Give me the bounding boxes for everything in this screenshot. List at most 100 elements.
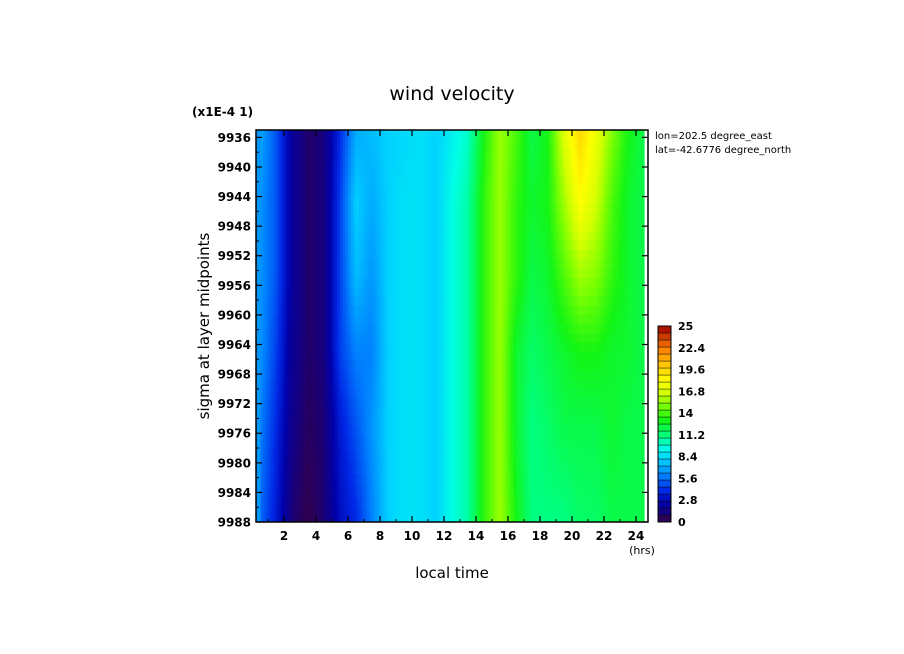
heatmap-cell [476, 222, 480, 233]
heatmap-cell [313, 296, 317, 307]
heatmap-cell [508, 139, 512, 150]
heatmap-cell [502, 388, 506, 399]
heatmap-cell [486, 222, 490, 233]
heatmap-cell [326, 250, 330, 261]
heatmap-cell [369, 370, 373, 381]
heatmap-cell [268, 148, 272, 159]
heatmap-cell [460, 333, 464, 344]
heatmap-cell [276, 130, 280, 140]
heatmap-cell [324, 176, 328, 187]
heatmap-cell [454, 407, 458, 418]
heatmap-cell [340, 437, 344, 451]
heatmap-cell [556, 203, 560, 214]
heatmap-cell [273, 497, 277, 511]
heatmap-cell [593, 416, 597, 427]
heatmap-cell [452, 407, 456, 418]
heatmap-cell [492, 268, 496, 279]
heatmap-cell [308, 250, 312, 261]
heatmap-cell [494, 231, 498, 242]
heatmap-cell [478, 185, 482, 196]
heatmap-cell [558, 416, 562, 427]
heatmap-cell [430, 388, 434, 399]
heatmap-cell [369, 416, 373, 427]
heatmap-cell [294, 388, 298, 399]
heatmap-cell [497, 351, 501, 362]
heatmap-cell [316, 305, 320, 316]
heatmap-cell [633, 176, 637, 187]
heatmap-cell [553, 250, 557, 261]
heatmap-cell [281, 437, 285, 451]
heatmap-cell [273, 166, 277, 177]
heatmap-cell [273, 437, 277, 451]
heatmap-cell [444, 240, 448, 251]
heatmap-cell [505, 185, 509, 196]
heatmap-cell [358, 203, 362, 214]
heatmap-cell [569, 361, 573, 371]
heatmap-cell [382, 277, 386, 288]
heatmap-cell [572, 407, 576, 418]
heatmap-cell [289, 379, 293, 390]
heatmap-cell [534, 398, 538, 408]
heatmap-cell [542, 250, 546, 261]
heatmap-cell [268, 388, 272, 399]
heatmap-cell [628, 148, 632, 159]
heatmap-cell [438, 324, 442, 334]
heatmap-cell [524, 379, 528, 390]
heatmap-cell [270, 333, 274, 344]
heatmap-cell [396, 139, 400, 150]
heatmap-cell [633, 296, 637, 307]
heatmap-cell [430, 240, 434, 251]
heatmap-cell [332, 240, 336, 251]
heatmap-cell [569, 250, 573, 261]
heatmap-cell [417, 416, 421, 427]
heatmap-cell [382, 203, 386, 214]
heatmap-cell [553, 305, 557, 316]
heatmap-cell [414, 231, 418, 242]
heatmap-cell [350, 361, 354, 371]
heatmap-cell [494, 213, 498, 224]
heatmap-cell [473, 351, 477, 362]
heatmap-cell [614, 166, 618, 177]
heatmap-cell [297, 148, 301, 159]
heatmap-cell [310, 361, 314, 371]
heatmap-cell [620, 148, 624, 159]
heatmap-cell [396, 388, 400, 399]
heatmap-cell [449, 398, 453, 408]
heatmap-cell [489, 351, 493, 362]
heatmap-cell [529, 148, 533, 159]
heatmap-cell [510, 388, 514, 399]
heatmap-cell [265, 333, 269, 344]
heatmap-cell [638, 305, 642, 316]
heatmap-cell [409, 351, 413, 362]
heatmap-cell [332, 194, 336, 205]
heatmap-cell [289, 407, 293, 418]
heatmap-cell [526, 351, 530, 362]
heatmap-cell [385, 268, 389, 279]
heatmap-cell [342, 416, 346, 427]
heatmap-cell [268, 379, 272, 390]
heatmap-cell [428, 268, 432, 279]
heatmap-cell [508, 157, 512, 168]
heatmap-cell [540, 342, 544, 353]
heatmap-cell [550, 139, 554, 150]
heatmap-cell [289, 277, 293, 288]
heatmap-cell [577, 203, 581, 214]
heatmap-cell [489, 240, 493, 251]
heatmap-cell [497, 240, 501, 251]
heatmap-cell [377, 370, 381, 381]
heatmap-cell [593, 240, 597, 251]
heatmap-cell [612, 157, 616, 168]
heatmap-cell [374, 416, 378, 427]
heatmap-cell [420, 305, 424, 316]
heatmap-cell [537, 342, 541, 353]
heatmap-cell [438, 379, 442, 390]
heatmap-cell [372, 139, 376, 150]
heatmap-cell [420, 185, 424, 196]
heatmap-cell [356, 379, 360, 390]
heatmap-cell [350, 305, 354, 316]
heatmap-cell [377, 416, 381, 427]
heatmap-cell [294, 370, 298, 381]
heatmap-cell [505, 407, 509, 418]
heatmap-cell [268, 333, 272, 344]
heatmap-cell [396, 333, 400, 344]
